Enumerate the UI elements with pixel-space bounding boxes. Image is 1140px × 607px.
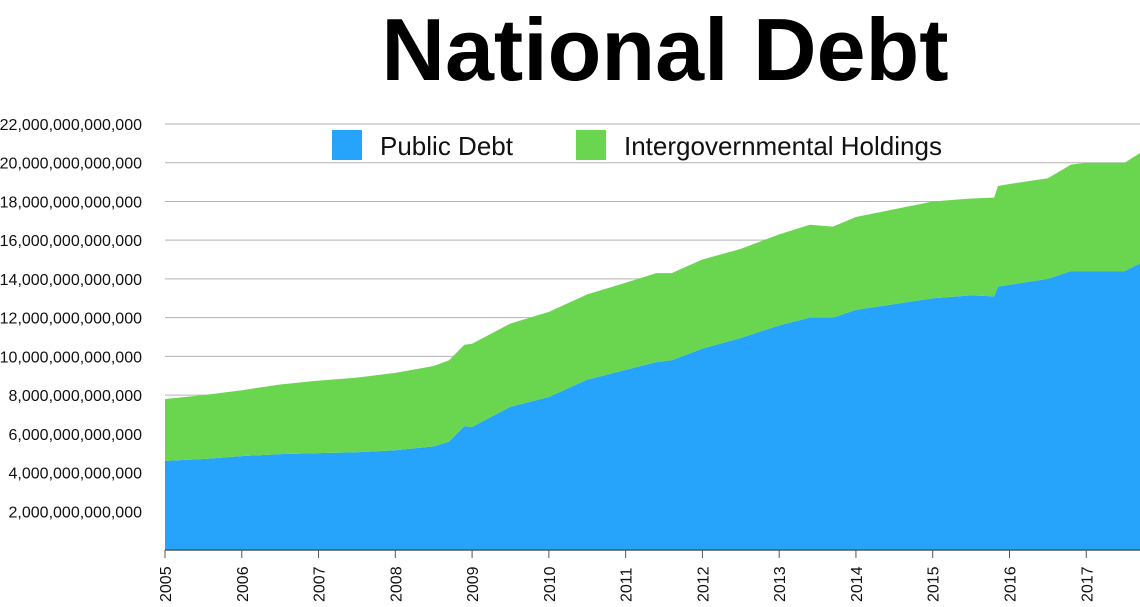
y-tick-label: 20,000,000,000,000 xyxy=(0,156,142,173)
x-tick-label: 2017 xyxy=(1079,566,1096,602)
legend: Public Debt Intergovernmental Holdings xyxy=(332,130,942,161)
y-tick-label: 2,000,000,000,000 xyxy=(9,504,143,521)
x-tick-label: 2005 xyxy=(158,566,175,602)
area-intergovernmental-holdings xyxy=(165,153,1140,461)
y-tick-label: 8,000,000,000,000 xyxy=(9,388,143,405)
area-public-debt xyxy=(165,263,1140,550)
y-tick-label: 16,000,000,000,000 xyxy=(0,233,142,250)
legend-label-public-debt: Public Debt xyxy=(380,131,514,161)
x-tick-label: 2014 xyxy=(849,566,866,602)
x-tick-label: 2016 xyxy=(1002,566,1019,602)
x-tick-label: 2009 xyxy=(465,566,482,602)
x-tick-label: 2007 xyxy=(312,566,329,602)
legend-swatch-intergovernmental-holdings xyxy=(576,130,606,160)
x-tick-label: 2008 xyxy=(388,566,405,602)
y-tick-label: 14,000,000,000,000 xyxy=(0,272,142,289)
y-tick-label: 10,000,000,000,000 xyxy=(0,349,142,366)
stacked-areas xyxy=(165,153,1140,550)
y-tick-label: 22,000,000,000,000 xyxy=(0,117,142,134)
y-tick-label: 12,000,000,000,000 xyxy=(0,311,142,328)
y-tick-label: 18,000,000,000,000 xyxy=(0,194,142,211)
y-tick-label: 6,000,000,000,000 xyxy=(9,427,143,444)
y-tick-label: 4,000,000,000,000 xyxy=(9,466,143,483)
x-tick-label: 2011 xyxy=(619,567,636,602)
axes: 2005 2006 2007 2008 2009 2010 2011 2012 2013 2014… xyxy=(158,549,1140,602)
x-tick-label: 2015 xyxy=(926,566,943,602)
legend-label-intergovernmental-holdings: Intergovernmental Holdings xyxy=(624,131,942,161)
x-tick-label: 2013 xyxy=(772,566,789,602)
legend-swatch-public-debt xyxy=(332,130,362,160)
x-tick-label: 2012 xyxy=(695,566,712,602)
x-tick-label: 2006 xyxy=(235,566,252,602)
chart-title: National Debt xyxy=(381,0,948,99)
x-tick-label: 2010 xyxy=(542,566,559,602)
